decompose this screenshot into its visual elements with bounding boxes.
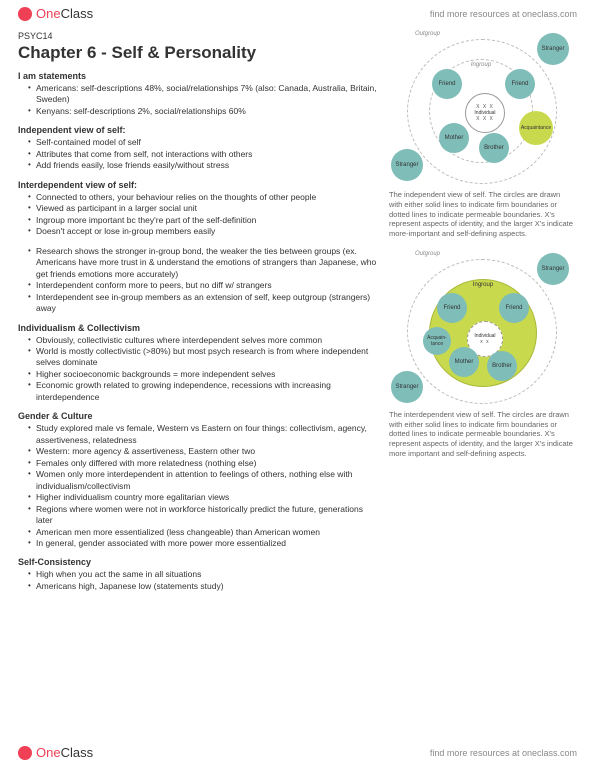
logo: OneClass xyxy=(18,745,93,760)
header: OneClass find more resources at oneclass… xyxy=(0,0,595,27)
list-item: Obviously, collectivistic cultures where… xyxy=(28,335,379,346)
section-heading: Independent view of self: xyxy=(18,125,379,135)
section-heading: Individualism & Collectivism xyxy=(18,323,379,333)
logo-class: Class xyxy=(61,745,94,760)
list-item: Viewed as participant in a larger social… xyxy=(28,203,379,214)
list: Study explored male vs female, Western v… xyxy=(18,423,379,549)
footer: OneClass find more resources at oneclass… xyxy=(0,739,595,766)
ingroup-label: Ingroup xyxy=(471,62,491,68)
logo: OneClass xyxy=(18,6,93,21)
diagram-independent: Outgroup Ingroup X X X Individual X X X … xyxy=(387,31,577,239)
node-stranger: Stranger xyxy=(537,253,569,285)
list-item: Connected to others, your behaviour reli… xyxy=(28,192,379,203)
section-heading: I am statements xyxy=(18,71,379,81)
list-item: High when you act the same in all situat… xyxy=(28,569,379,580)
list: Research shows the stronger in-group bon… xyxy=(18,246,379,315)
list: Americans: self-descriptions 48%, social… xyxy=(18,83,379,117)
node-acquaintance: Acquain-tance xyxy=(423,327,451,355)
diagram-caption: The independent view of self. The circle… xyxy=(387,190,577,239)
node-stranger: Stranger xyxy=(391,371,423,403)
list-item: Study explored male vs female, Western v… xyxy=(28,423,379,446)
list-item: World is mostly collectivistic (>80%) bu… xyxy=(28,346,379,369)
list-item: Regions where women were not in workforc… xyxy=(28,504,379,527)
list: High when you act the same in all situat… xyxy=(18,569,379,592)
node-mother: Mother xyxy=(439,123,469,153)
node-acquaintance: Acquaintance xyxy=(519,111,553,145)
logo-class: Class xyxy=(61,6,94,21)
diagram-canvas: Outgroup Ingroup X X X Individual X X X … xyxy=(387,31,572,186)
list: Obviously, collectivistic cultures where… xyxy=(18,335,379,404)
list-item: Interdependent conform more to peers, bu… xyxy=(28,280,379,291)
list: Self-contained model of self Attributes … xyxy=(18,137,379,171)
node-friend: Friend xyxy=(505,69,535,99)
page-title: Chapter 6 - Self & Personality xyxy=(18,43,379,63)
node-stranger: Stranger xyxy=(537,33,569,65)
node-brother: Brother xyxy=(487,351,517,381)
diagram-caption: The interdependent view of self. The cir… xyxy=(387,410,577,459)
node-friend: Friend xyxy=(432,69,462,99)
diagram-canvas: Outgroup Ingroup Individual x x Friend F… xyxy=(387,251,572,406)
content: PSYC14 Chapter 6 - Self & Personality I … xyxy=(0,27,595,592)
logo-one: One xyxy=(36,745,61,760)
list-item: Self-contained model of self xyxy=(28,137,379,148)
x-marks: x x xyxy=(480,339,489,345)
node-individual: X X X Individual X X X xyxy=(465,93,505,133)
node-brother: Brother xyxy=(479,133,509,163)
footer-tagline: find more resources at oneclass.com xyxy=(430,748,577,758)
outgroup-label: Outgroup xyxy=(415,31,440,37)
ingroup-label: Ingroup xyxy=(473,282,493,288)
node-mother: Mother xyxy=(449,347,479,377)
list: Connected to others, your behaviour reli… xyxy=(18,192,379,238)
logo-icon xyxy=(18,7,32,21)
list-item: Research shows the stronger in-group bon… xyxy=(28,246,379,280)
list-item: Economic growth related to growing indep… xyxy=(28,380,379,403)
list-item: Women only more interdependent in attent… xyxy=(28,469,379,492)
list-item: In general, gender associated with more … xyxy=(28,538,379,549)
list-item: Doesn't accept or lose in-group members … xyxy=(28,226,379,237)
list-item: Kenyans: self-descriptions 2%, social/re… xyxy=(28,106,379,117)
node-friend: Friend xyxy=(499,293,529,323)
logo-icon xyxy=(18,746,32,760)
list-item: Higher socioeconomic backgrounds = more … xyxy=(28,369,379,380)
left-column: PSYC14 Chapter 6 - Self & Personality I … xyxy=(18,31,379,592)
x-marks: X X X xyxy=(476,116,494,122)
list-item: Higher individualism country more egalit… xyxy=(28,492,379,503)
logo-text: OneClass xyxy=(36,745,93,760)
node-stranger: Stranger xyxy=(391,149,423,181)
list-item: Americans: self-descriptions 48%, social… xyxy=(28,83,379,106)
list-item: Attributes that come from self, not inte… xyxy=(28,149,379,160)
list-item: Add friends easily, lose friends easily/… xyxy=(28,160,379,171)
section-heading: Self-Consistency xyxy=(18,557,379,567)
list-item: Ingroup more important bc they're part o… xyxy=(28,215,379,226)
list-item: Americans high, Japanese low (statements… xyxy=(28,581,379,592)
section-heading: Gender & Culture xyxy=(18,411,379,421)
outgroup-label: Outgroup xyxy=(415,251,440,257)
list-item: Interdependent see in-group members as a… xyxy=(28,292,379,315)
course-code: PSYC14 xyxy=(18,31,379,41)
list-item: American men more essentialized (less ch… xyxy=(28,527,379,538)
section-heading: Interdependent view of self: xyxy=(18,180,379,190)
logo-one: One xyxy=(36,6,61,21)
logo-text: OneClass xyxy=(36,6,93,21)
diagram-interdependent: Outgroup Ingroup Individual x x Friend F… xyxy=(387,251,577,459)
node-friend: Friend xyxy=(437,293,467,323)
list-item: Females only differed with more relatedn… xyxy=(28,458,379,469)
right-column: Outgroup Ingroup X X X Individual X X X … xyxy=(387,31,577,592)
list-item: Western: more agency & assertiveness, Ea… xyxy=(28,446,379,457)
header-tagline: find more resources at oneclass.com xyxy=(430,9,577,19)
